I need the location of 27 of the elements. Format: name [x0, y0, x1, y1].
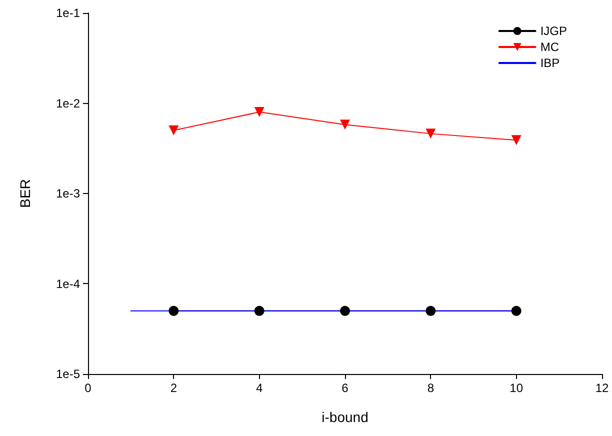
x-tick-label: 4: [256, 381, 263, 395]
y-axis-title: BER: [17, 179, 33, 208]
y-tick-label: 1e-1: [56, 6, 80, 20]
point: [426, 306, 436, 316]
x-tick-label: 10: [510, 381, 524, 395]
point: [254, 306, 264, 316]
x-tick-label: 6: [342, 381, 349, 395]
x-tick-label: 0: [84, 381, 92, 395]
x-axis-title: i-bound: [322, 409, 368, 425]
y-tick-label: 1e-4: [56, 276, 80, 291]
point: [511, 306, 522, 316]
legend-label: MC: [540, 40, 560, 54]
point: [511, 135, 522, 146]
point: [168, 306, 179, 316]
point: [340, 120, 350, 130]
y-tick-label: 1e-5: [56, 367, 80, 381]
x-tick-label: 8: [427, 381, 434, 395]
y-tick-label: 1e-3: [56, 186, 80, 200]
point: [168, 125, 179, 136]
x-tick-label: 12: [595, 381, 609, 395]
point: [254, 106, 264, 117]
legend-label: IBP: [540, 56, 560, 70]
point: [340, 306, 350, 316]
point: [426, 128, 436, 139]
legend-label: IJGP: [540, 24, 567, 38]
y-tick-label: 1e-2: [56, 96, 80, 110]
x-tick-label: 2: [170, 381, 178, 395]
